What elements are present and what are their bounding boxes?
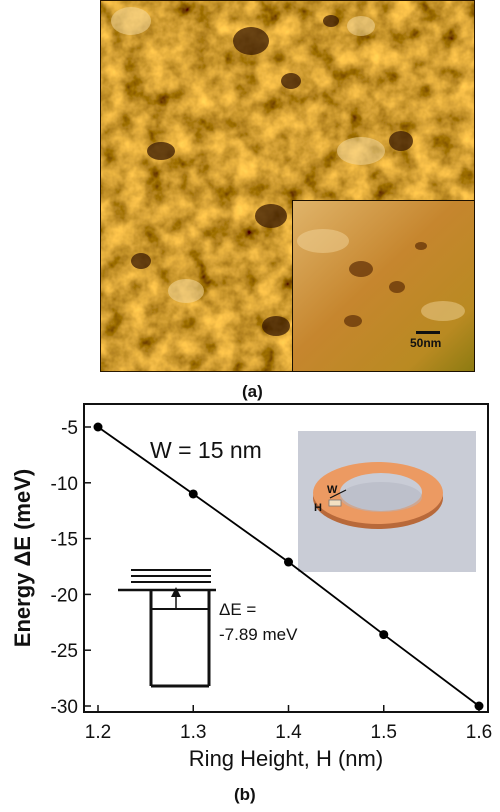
data-point — [284, 557, 293, 567]
delta-e-annotation-line2: -7.89 meV — [219, 625, 298, 644]
x-tick-label: 1.3 — [180, 722, 206, 743]
y-tick-label: -5 — [61, 418, 78, 439]
afm-inset-image — [292, 200, 475, 372]
energy-level-diagram — [118, 569, 216, 688]
energy-vs-height-chart: W H 1.2 1.3 1.4 1.5 1.6 -5 -10 -15 -20 -25 -30 W =… — [10, 403, 492, 771]
plot-frame — [83, 403, 489, 713]
scale-bar-label: 50nm — [410, 336, 442, 350]
ring-schematic: W H — [298, 431, 476, 572]
width-annotation: W = 15 nm — [150, 437, 262, 463]
x-tick-label: 1.6 — [466, 722, 492, 743]
data-point — [474, 701, 484, 711]
ring-w-label: W — [327, 484, 338, 496]
x-axis-label: Ring Height, H (nm) — [189, 746, 383, 771]
y-tick-label: -20 — [51, 585, 78, 606]
x-tick-label: 1.4 — [275, 722, 302, 743]
data-point — [379, 630, 389, 640]
y-tick-label: -10 — [51, 474, 78, 495]
y-tick-label: -30 — [51, 697, 78, 718]
data-point — [188, 489, 198, 499]
y-tick-label: -25 — [51, 641, 78, 662]
x-tick-label: 1.2 — [85, 722, 111, 743]
y-axis-label: Energy ΔE (meV) — [10, 469, 35, 647]
delta-e-annotation-line1: ΔE = — [219, 600, 256, 619]
y-tick-label: -15 — [51, 530, 78, 551]
ring-h-label: H — [314, 502, 322, 514]
panel-a-label: (a) — [242, 382, 263, 401]
data-point — [93, 422, 103, 432]
scale-bar — [416, 331, 440, 334]
panel-b-label: (b) — [234, 785, 256, 804]
x-tick-label: 1.5 — [371, 722, 397, 743]
